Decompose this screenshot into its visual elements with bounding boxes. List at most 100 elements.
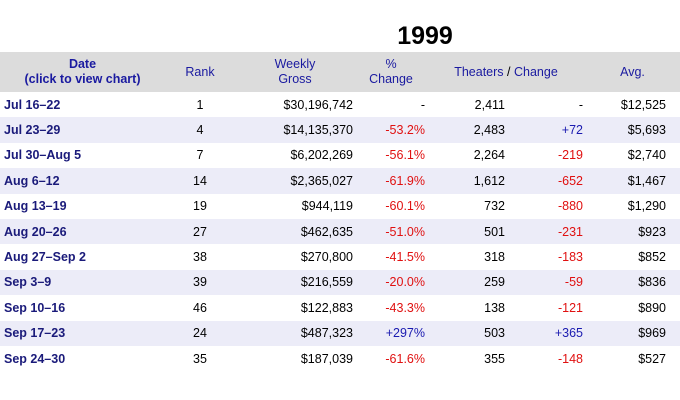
- rank-cell: 1: [196, 97, 204, 112]
- week-date-link[interactable]: Aug 13–19: [4, 199, 67, 214]
- theater-change-cell: -148: [557, 351, 583, 366]
- date-header-label: Date: [68, 57, 97, 71]
- column-header-theaters-change: Theaters / Change: [427, 52, 585, 92]
- gross-header-line2: Gross: [278, 72, 312, 86]
- theaters-cell: 259: [427, 269, 507, 296]
- weekly-gross-cell: $14,135,370: [235, 117, 355, 143]
- avg-cell: $969: [585, 320, 680, 346]
- pct-change-cell: +297%: [355, 320, 427, 346]
- header-slash: /: [507, 64, 511, 79]
- avg-cell: $923: [585, 218, 680, 245]
- weekly-gross-cell: $30,196,742: [283, 97, 353, 112]
- weekly-gross-cell: $216,559: [235, 269, 355, 296]
- rank-cell: 19: [193, 199, 207, 214]
- table-row: Sep 24–30 35 $187,039 -61.6% 355 -148 $527: [0, 346, 680, 371]
- week-date-link[interactable]: Aug 27–Sep 2: [4, 250, 86, 265]
- theater-change-cell: -219: [557, 148, 583, 163]
- table-row: Sep 10–16 46 $122,883 -43.3% 138 -121 $890: [0, 295, 680, 320]
- avg-cell: $836: [585, 269, 680, 296]
- year-title: 1999: [397, 22, 453, 50]
- theaters-cell: 2,483: [427, 117, 507, 143]
- theaters-cell: 1,612: [427, 168, 507, 194]
- gross-header-line1: Weekly: [274, 57, 316, 71]
- pct-header-line1: %: [385, 57, 397, 71]
- theaters-cell: 138: [484, 300, 505, 315]
- rank-cell: 7: [196, 148, 204, 163]
- rank-cell: 39: [165, 269, 235, 296]
- theater-change-cell: -121: [557, 300, 583, 315]
- table-body: Jul 16–22 1 $30,196,742 - 2,411 - $12,525 Jul 2…: [0, 92, 680, 371]
- avg-cell: $1,467: [585, 168, 680, 194]
- column-header-avg: Avg.: [585, 52, 680, 92]
- avg-cell: $5,693: [585, 117, 680, 143]
- theaters-cell: 501: [427, 218, 507, 245]
- week-date-link[interactable]: Aug 20–26: [0, 218, 165, 245]
- rank-cell: 14: [165, 168, 235, 194]
- rank-cell: 38: [193, 250, 207, 265]
- pct-header-line2: Change: [369, 72, 413, 86]
- box-office-table: Date (click to view chart) Rank Weekly G…: [0, 52, 680, 371]
- theater-change-cell: -: [578, 97, 583, 112]
- rank-cell: 24: [165, 320, 235, 346]
- table-row: Sep 3–9 39 $216,559 -20.0% 259 -59 $836: [0, 269, 680, 296]
- avg-cell: $12,525: [620, 97, 666, 112]
- rank-cell: 4: [165, 117, 235, 143]
- week-date-link[interactable]: Sep 24–30: [4, 351, 66, 366]
- rank-cell: 46: [193, 300, 207, 315]
- week-date-link[interactable]: Jul 16–22: [4, 97, 61, 112]
- theater-change-cell: -652: [507, 168, 585, 194]
- column-header-weekly-gross: Weekly Gross: [235, 52, 355, 92]
- theater-change-cell: +72: [507, 117, 585, 143]
- theaters-header-label: Theaters: [454, 64, 504, 79]
- column-header-pct-change: % Change: [355, 52, 427, 92]
- column-header-date[interactable]: Date (click to view chart): [0, 52, 165, 92]
- pct-change-cell: -61.9%: [355, 168, 427, 194]
- table-row: Sep 17–23 24 $487,323 +297% 503 +365 $969: [0, 320, 680, 346]
- theater-change-cell: -231: [507, 218, 585, 245]
- rank-cell: 35: [193, 351, 207, 366]
- pct-change-cell: -: [420, 97, 425, 112]
- week-date-link[interactable]: Sep 3–9: [0, 269, 165, 296]
- table-row: Aug 6–12 14 $2,365,027 -61.9% 1,612 -652 $1,46…: [0, 168, 680, 194]
- pct-change-cell: -56.1%: [385, 148, 425, 163]
- theaters-cell: 2,264: [473, 148, 505, 163]
- table-header-row: Date (click to view chart) Rank Weekly G…: [0, 52, 680, 92]
- pct-change-cell: -60.1%: [385, 199, 425, 214]
- theaters-cell: 732: [484, 199, 505, 214]
- theater-change-cell: -59: [507, 269, 585, 296]
- week-date-link[interactable]: Jul 23–29: [0, 117, 165, 143]
- weekly-gross-cell: $2,365,027: [235, 168, 355, 194]
- pct-change-cell: -51.0%: [355, 218, 427, 245]
- week-date-link[interactable]: Sep 17–23: [0, 320, 165, 346]
- weekly-gross-cell: $270,800: [300, 250, 353, 265]
- avg-cell: $852: [638, 250, 666, 265]
- theater-change-cell: +365: [507, 320, 585, 346]
- table-row: Aug 27–Sep 2 38 $270,800 -41.5% 318 -183 $852: [0, 244, 680, 269]
- theaters-cell: 355: [484, 351, 505, 366]
- weekly-gross-cell: $187,039: [300, 351, 353, 366]
- table-row: Aug 20–26 27 $462,635 -51.0% 501 -231 $923: [0, 218, 680, 245]
- avg-cell: $2,740: [627, 148, 666, 163]
- weekly-gross-cell: $487,323: [235, 320, 355, 346]
- date-header-hint: (click to view chart): [24, 72, 141, 86]
- theaters-cell: 318: [484, 250, 505, 265]
- pct-change-cell: -41.5%: [385, 250, 425, 265]
- week-date-link[interactable]: Sep 10–16: [4, 300, 66, 315]
- table-row: Jul 30–Aug 5 7 $6,202,269 -56.1% 2,264 -219 $2…: [0, 143, 680, 168]
- weekly-gross-cell: $944,119: [301, 199, 353, 214]
- theater-change-cell: -183: [557, 250, 583, 265]
- theaters-cell: 503: [427, 320, 507, 346]
- pct-change-cell: -61.6%: [385, 351, 425, 366]
- avg-cell: $890: [638, 300, 666, 315]
- pct-change-cell: -53.2%: [355, 117, 427, 143]
- theater-change-cell: -880: [557, 199, 583, 214]
- table-row: Jul 16–22 1 $30,196,742 - 2,411 - $12,525: [0, 92, 680, 117]
- weekly-gross-cell: $6,202,269: [290, 148, 353, 163]
- change-header-label: Change: [514, 64, 558, 79]
- week-date-link[interactable]: Jul 30–Aug 5: [4, 148, 82, 163]
- table-row: Aug 13–19 19 $944,119 -60.1% 732 -880 $1,290: [0, 194, 680, 219]
- week-date-link[interactable]: Aug 6–12: [0, 168, 165, 194]
- pct-change-cell: -43.3%: [385, 300, 425, 315]
- weekly-gross-cell: $122,883: [300, 300, 353, 315]
- theaters-cell: 2,411: [474, 97, 505, 112]
